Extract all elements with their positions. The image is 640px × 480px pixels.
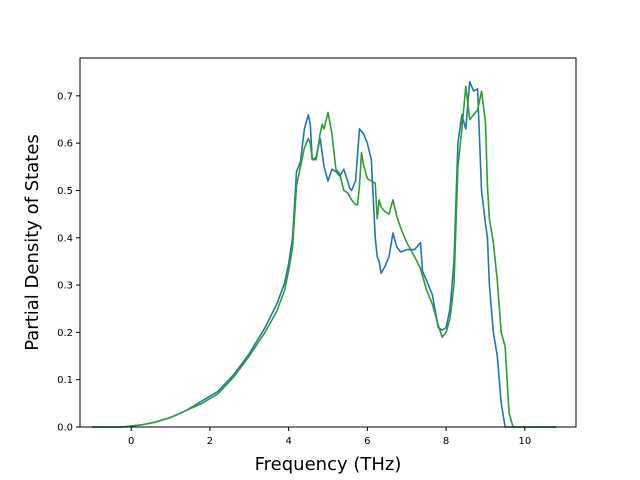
y-tick-label: 0.1 <box>57 375 73 386</box>
x-tick-label: 10 <box>518 436 531 447</box>
x-tick-label: 8 <box>443 436 449 447</box>
series-line-2 <box>91 85 557 428</box>
x-axis: 0 2 4 6 8 10 <box>128 427 531 447</box>
x-tick-label: 0 <box>128 436 134 447</box>
x-axis-title: Frequency (THz) <box>255 454 402 475</box>
y-axis: 0.0 0.1 0.2 0.3 0.4 0.5 0.6 0.7 <box>57 91 80 434</box>
y-tick-label: 0.4 <box>57 233 73 244</box>
series-line-1 <box>91 80 557 428</box>
y-tick-label: 0.0 <box>57 423 73 434</box>
y-axis-title: Partial Density of States <box>22 134 43 351</box>
plot-frame <box>79 57 577 428</box>
y-tick-label: 0.2 <box>57 328 73 339</box>
y-tick-label: 0.7 <box>57 91 73 102</box>
y-tick-label: 0.3 <box>57 281 73 292</box>
series-layer <box>91 80 557 428</box>
x-tick-label: 4 <box>285 436 291 447</box>
y-tick-label: 0.6 <box>57 139 73 150</box>
x-tick-label: 6 <box>364 436 370 447</box>
y-tick-label: 0.5 <box>57 186 73 197</box>
x-tick-label: 2 <box>207 436 213 447</box>
